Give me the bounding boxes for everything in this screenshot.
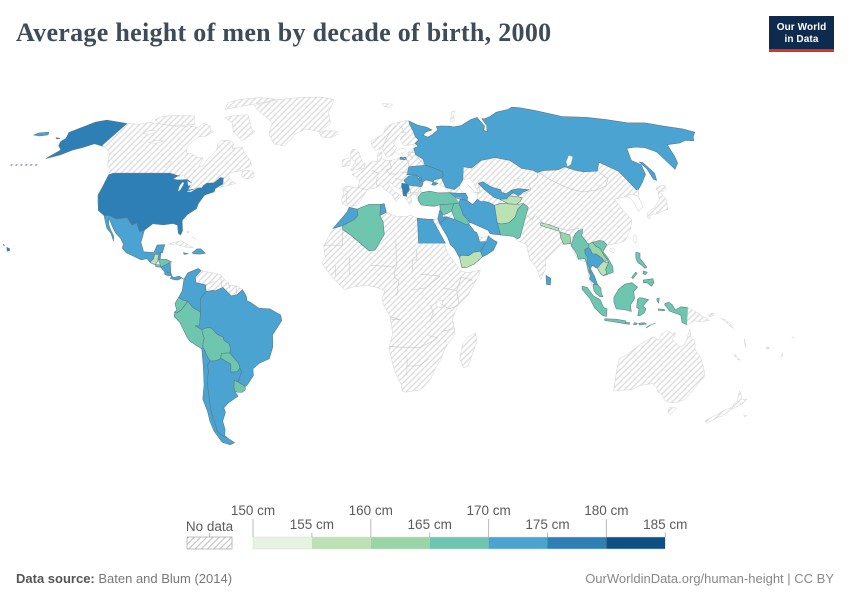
svg-text:170 cm: 170 cm [466, 503, 510, 518]
svg-text:155 cm: 155 cm [290, 517, 334, 532]
svg-text:165 cm: 165 cm [408, 517, 452, 532]
svg-text:185 cm: 185 cm [643, 517, 687, 532]
svg-text:160 cm: 160 cm [349, 503, 393, 518]
svg-text:175 cm: 175 cm [525, 517, 569, 532]
svg-text:150 cm: 150 cm [231, 503, 275, 518]
svg-text:No data: No data [186, 519, 234, 534]
svg-text:180 cm: 180 cm [584, 503, 628, 518]
